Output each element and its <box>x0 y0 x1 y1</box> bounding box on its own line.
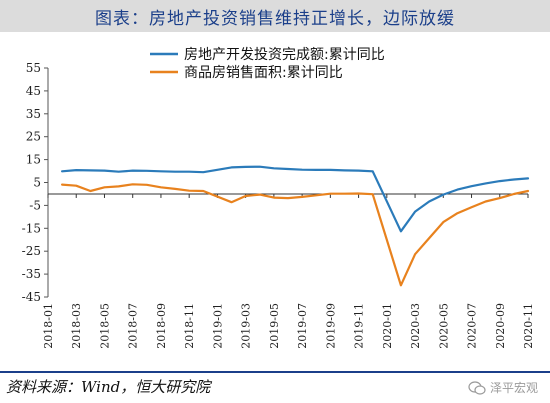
x-tick-label: 2018-03 <box>70 303 83 349</box>
x-tick-label: 2018-05 <box>98 303 111 349</box>
y-tick-label: 35 <box>26 107 41 121</box>
x-tick-label: 2020-11 <box>522 303 535 349</box>
y-tick-label: -25 <box>22 244 41 258</box>
x-tick-label: 2020-05 <box>437 303 450 349</box>
y-tick-label: -15 <box>22 221 41 235</box>
x-tick-label: 2020-07 <box>466 303 479 349</box>
footer-divider <box>0 371 550 373</box>
wechat-icon <box>468 380 486 395</box>
footer: 资料来源：Wind，恒大研究院 泽平宏观 <box>0 372 550 403</box>
legend-label-2: 商品房销售面积:累计同比 <box>184 65 343 81</box>
x-tick-label: 2020-03 <box>409 303 422 349</box>
x-tick-label: 2020-01 <box>381 303 394 349</box>
x-tick-label: 2019-05 <box>268 303 281 349</box>
y-tick-label: 5 <box>33 176 41 190</box>
x-tick-label: 2020-09 <box>494 303 507 349</box>
series-line-2 <box>61 183 530 287</box>
chart-title: 图表：房地产投资销售维持正增长，边际放缓 <box>95 8 455 29</box>
series-line-1 <box>61 165 530 233</box>
x-tick-label: 2019-03 <box>240 303 253 349</box>
watermark: 泽平宏观 <box>468 379 538 396</box>
x-tick-label: 2018-01 <box>42 303 55 349</box>
y-tick-label: 25 <box>26 130 41 144</box>
y-tick-label: 55 <box>26 61 41 75</box>
x-tick-label: 2019-11 <box>353 303 366 349</box>
x-tick-label: 2019-01 <box>211 303 224 349</box>
x-tick-label: 2019-09 <box>324 303 337 349</box>
source-note: 资料来源：Wind，恒大研究院 <box>6 378 211 396</box>
x-tick-label: 2019-07 <box>296 303 309 349</box>
y-tick-label: -35 <box>22 267 41 281</box>
x-tick-label: 2018-11 <box>183 303 196 349</box>
title-bar: 图表：房地产投资销售维持正增长，边际放缓 <box>0 0 550 32</box>
x-tick-label: 2018-09 <box>155 303 168 349</box>
x-tick-label: 2018-07 <box>127 303 140 349</box>
watermark-text: 泽平宏观 <box>489 381 538 395</box>
y-tick-label: 15 <box>26 153 41 167</box>
y-tick-label: -5 <box>29 198 41 212</box>
y-tick-label: -45 <box>22 290 41 304</box>
y-tick-label: 45 <box>26 84 41 98</box>
legend-label-1: 房地产开发投资完成额:累计同比 <box>184 47 385 63</box>
